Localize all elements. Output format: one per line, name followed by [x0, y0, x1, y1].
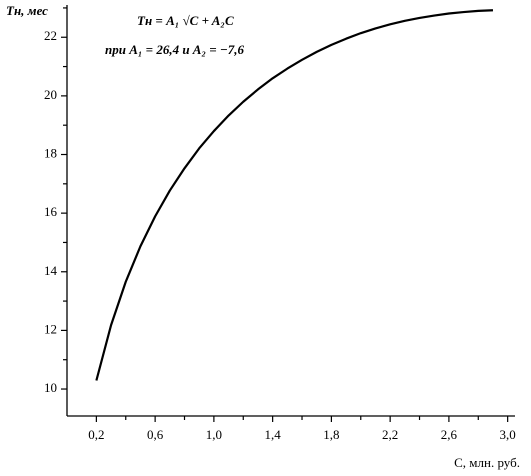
curve	[95, 9, 494, 381]
y-axis-label: Tн, мес	[6, 3, 48, 18]
x-tick-label: 3,0	[500, 427, 516, 442]
x-tick-label: 2,6	[441, 427, 458, 442]
x-axis-label: C, млн. руб.	[454, 455, 520, 470]
x-tick-label: 1,4	[265, 427, 282, 442]
x-tick-label: 1,0	[206, 427, 222, 442]
formula-params: при A₁ = 26,4 и A₂ = −7,6	[105, 42, 245, 57]
y-tick-label: 14	[44, 263, 58, 278]
y-tick-label: 22	[44, 28, 57, 43]
y-tick-label: 20	[44, 87, 57, 102]
y-tick-label: 16	[44, 204, 58, 219]
x-tick-label: 0,2	[88, 427, 104, 442]
formula: Tн = A₁ √C + A₂C	[137, 13, 234, 28]
y-tick-label: 18	[44, 145, 57, 160]
x-tick-label: 1,8	[323, 427, 339, 442]
x-tick-label: 2,2	[382, 427, 398, 442]
y-tick-label: 12	[44, 321, 57, 336]
y-tick-label: 10	[44, 380, 57, 395]
x-tick-label: 0,6	[147, 427, 164, 442]
